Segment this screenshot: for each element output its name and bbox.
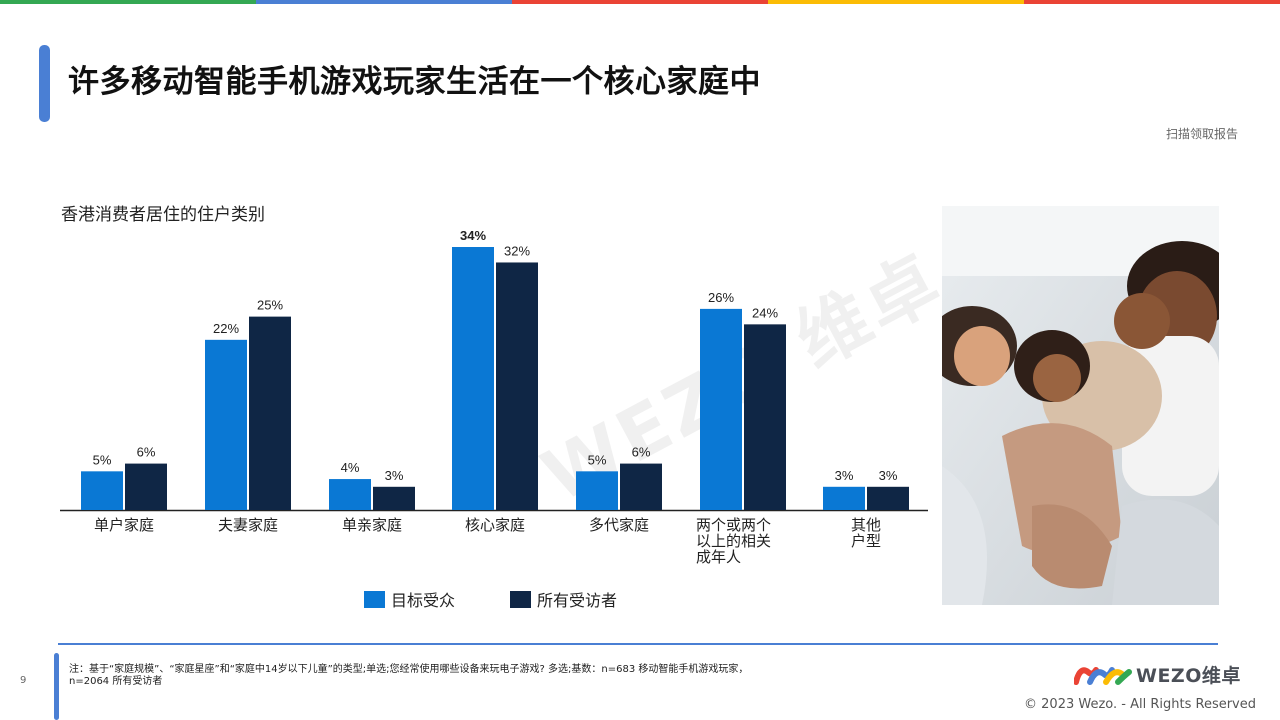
data-label: 34% (460, 228, 486, 243)
copyright: © 2023 Wezo. - All Rights Reserved (1024, 697, 1256, 712)
title-accent-bar (39, 45, 50, 122)
page-title: 许多移动智能手机游戏玩家生活在一个核心家庭中 (68, 64, 761, 100)
data-label: 5% (588, 452, 607, 467)
data-label: 5% (93, 452, 112, 467)
bar-target (576, 471, 618, 510)
bar-all (496, 262, 538, 510)
legend-label-all: 所有受访者 (537, 591, 618, 610)
bar-all (867, 486, 909, 510)
stripe-segment (0, 0, 256, 4)
bar-target (452, 247, 494, 510)
data-label: 6% (137, 445, 156, 460)
stripe-segment (768, 0, 1024, 4)
data-label: 3% (879, 468, 898, 483)
wezo-logo: WEZO维卓 (1074, 661, 1241, 688)
bar-target (700, 308, 742, 510)
stripe-segment (1024, 0, 1280, 4)
bar-target (823, 486, 865, 510)
legend-swatch-all (510, 590, 531, 608)
footer-accent-bar (54, 653, 59, 720)
bar-target (205, 339, 247, 510)
top-color-stripe (0, 0, 1280, 4)
data-label: 4% (341, 460, 360, 475)
bar-all (249, 316, 291, 510)
data-label: 32% (504, 243, 530, 258)
legend-item-all: 所有受访者 (510, 587, 617, 611)
footnote: 注：基于“家庭规模”、“家庭星座”和“家庭中14岁以下儿童”的类型;单选;您经常… (69, 664, 749, 687)
category-label: 单户家庭 (94, 516, 154, 534)
category-label: 多代家庭 (589, 516, 649, 534)
stripe-segment (512, 0, 768, 4)
data-label: 6% (632, 445, 651, 460)
data-label: 26% (708, 290, 734, 305)
bar-target (329, 479, 371, 510)
data-label: 22% (213, 321, 239, 336)
category-label: 单亲家庭 (342, 516, 402, 534)
legend-swatch-target (364, 590, 385, 608)
data-label: 3% (835, 468, 854, 483)
wezo-logo-icon (1074, 666, 1132, 685)
bar-all (620, 463, 662, 510)
footer-divider (58, 643, 1218, 645)
data-label: 24% (752, 305, 778, 320)
family-photo (942, 206, 1219, 605)
scan-report-link[interactable]: 扫描领取报告 (1165, 127, 1238, 141)
category-label: 夫妻家庭 (218, 516, 278, 534)
legend-label-target: 目标受众 (391, 591, 456, 610)
bar-all (744, 324, 786, 510)
logo-text: WEZO维卓 (1136, 665, 1241, 687)
bar-target (81, 471, 123, 510)
data-label: 3% (385, 468, 404, 483)
category-label: 成年人 (696, 548, 741, 566)
category-label: 其他 (851, 516, 881, 534)
bar-all (373, 486, 415, 510)
category-label: 核心家庭 (465, 516, 525, 534)
page-number: 9 (20, 675, 27, 686)
legend-item-target: 目标受众 (364, 587, 455, 611)
bar-all (125, 463, 167, 510)
category-label: 户型 (851, 532, 881, 550)
category-label: 以上的相关 (696, 532, 771, 550)
category-label: 两个或两个 (696, 516, 771, 534)
stripe-segment (256, 0, 512, 4)
chart-title: 香港消费者居住的住户类别 (61, 205, 265, 225)
data-label: 25% (257, 298, 283, 313)
